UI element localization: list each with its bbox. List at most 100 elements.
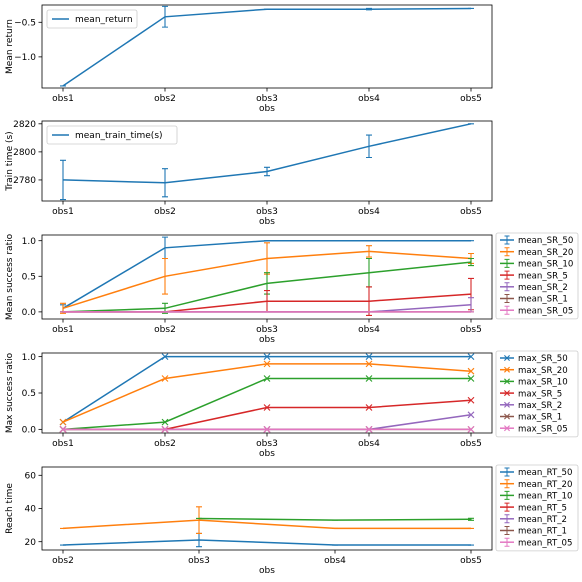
legend-label: mean_SR_05 [518,306,573,316]
legend: mean_SR_50 mean_SR_20 mean_SR_10mean_SR_5m… [495,232,579,320]
x-axis-label: obs [259,335,275,345]
legend-label: mean_RT_2 [518,515,567,525]
error-bar [162,5,168,28]
error-bar [468,257,474,267]
y-tick-label: 40 [25,505,37,515]
y-tick-label: −0.5 [14,18,36,28]
x-axis-label: obs [259,104,275,114]
x-tick-label: obs1 [52,439,74,449]
legend-box [46,9,138,29]
error-bar [60,159,66,201]
y-axis-label: Reach time [5,483,15,534]
y-tick-label: 0.5 [22,272,36,282]
x-axis-label: obs [259,217,275,227]
x-tick-label: obs3 [256,94,278,104]
legend-box [495,350,579,438]
error-bar [196,506,202,534]
y-tick-label: 1.0 [22,237,37,247]
series-mean-return [60,5,474,87]
legend-marker [504,366,510,373]
legend-box [46,125,178,145]
data-point-marker [365,353,373,361]
legend-label: max_SR_5 [518,389,562,399]
plot-area-frame [41,466,493,551]
legend-label: mean_SR_2 [518,283,568,293]
data-point-marker [161,375,169,382]
x-axis-label: obs [259,566,275,576]
legend-label: max_SR_1 [518,413,562,423]
legend-label: max_SR_2 [518,401,562,411]
y-axis-label: Max success ratio [5,352,15,433]
legend-marker [504,355,510,361]
y-tick-label: 0.0 [22,426,37,436]
legend-marker [504,526,510,535]
x-tick-label: obs1 [52,207,74,217]
legend-marker [504,235,510,245]
error-bar [366,245,372,258]
x-tick-label: obs2 [52,556,74,566]
series-max-sr-05 [59,425,475,433]
data-point-marker [365,360,373,368]
legend: mean_return [46,9,138,29]
data-point-marker [161,418,169,426]
legend-box [495,232,579,320]
data-point-marker [263,425,271,433]
legend: mean_RT_50 mean_RT_20 mean_RT_10mean_RT_5m… [495,464,579,552]
error-bar [162,257,168,295]
legend-label: mean_RT_5 [518,503,567,513]
data-point-marker [467,367,475,375]
legend-label: mean_SR_1 [518,295,568,305]
y-tick-label: 0.5 [22,389,36,399]
x-tick-label: obs2 [154,439,176,449]
series-mean-rt-50 [60,532,474,548]
series-mean-rt-20 [60,506,474,534]
series-mean-rt-10 [196,517,474,521]
legend-label: max_SR_10 [518,378,568,388]
legend-marker [504,282,510,292]
data-point-marker [59,425,67,433]
legend-label: mean_SR_20 [518,248,573,258]
legend-marker [504,258,510,268]
legend-marker [504,305,510,315]
data-point-marker [365,404,373,411]
x-tick-label: obs2 [154,325,176,335]
data-point-marker [467,353,475,361]
chart-panel-5: obs2 obs3 obs4 obs5 obs 20 40 60 Reach time mean_… [5,464,579,576]
legend-marker [504,270,510,280]
legend-marker [504,537,510,547]
legend-label: mean_SR_5 [518,271,568,281]
legend-label: mean_SR_10 [518,260,573,270]
series-max-sr-5 [59,396,475,433]
x-tick-label: obs3 [188,556,210,566]
legend-label: mean_RT_05 [518,538,573,548]
series-max-sr-20 [59,360,475,426]
data-point-marker [467,396,475,404]
error-bar [468,517,474,521]
data-point-marker [263,404,271,411]
legend-label: mean_RT_50 [518,468,573,478]
legend-marker [504,401,510,408]
error-bar [162,168,168,198]
data-point-marker [161,425,169,433]
legend-label: mean_SR_50 [518,236,573,246]
legend-marker [504,425,510,432]
legend-label: mean_RT_10 [518,492,573,502]
legend-marker [504,378,510,385]
x-tick-label: obs5 [460,556,482,566]
data-point-marker [365,425,373,433]
y-tick-label: 2800 [13,148,36,158]
data-point-marker [263,360,271,368]
x-tick-label: obs5 [460,207,482,217]
series-line [62,519,471,530]
legend-label: mean_train_time(s) [75,131,163,141]
data-point-marker [467,425,475,433]
legend-marker [504,502,510,512]
y-axis-label: Mean success ratio [5,233,15,320]
data-point-marker [263,375,271,382]
legend-marker [504,247,510,257]
series-mean-train-time-s- [60,123,474,201]
x-tick-label: obs4 [324,556,346,566]
x-tick-label: obs3 [256,439,278,449]
x-tick-label: obs2 [154,207,176,217]
legend-marker [504,390,510,397]
